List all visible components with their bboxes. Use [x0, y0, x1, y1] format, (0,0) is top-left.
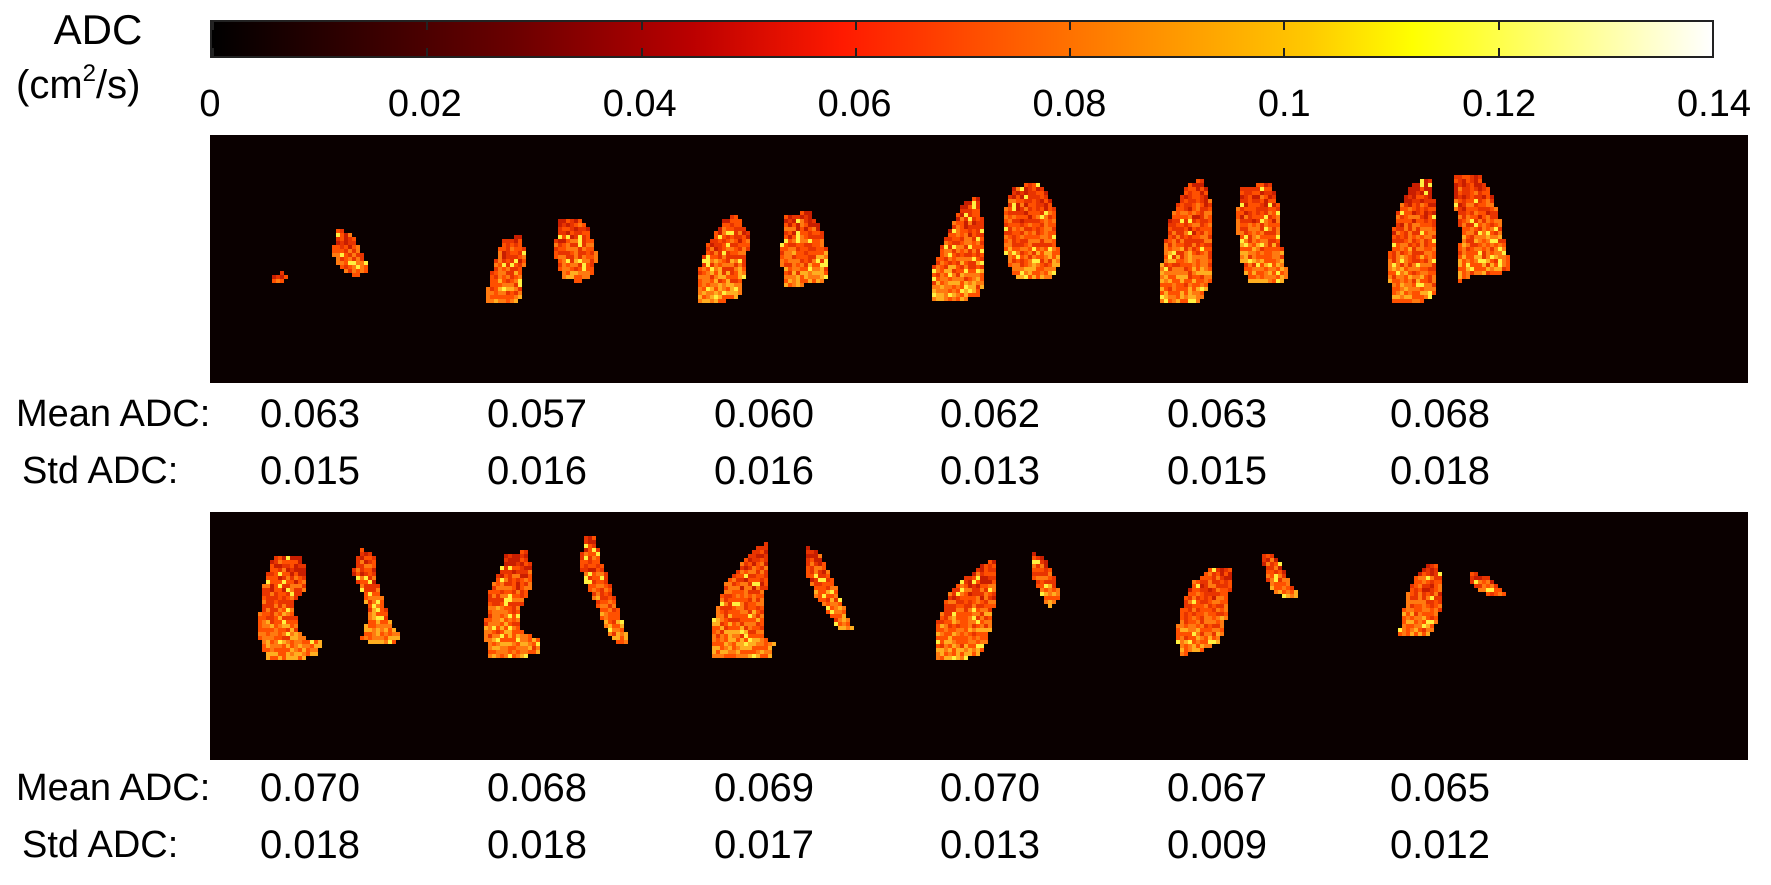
colorbar-tick-mark: [212, 22, 214, 30]
lung-left-slice-2: [554, 219, 598, 283]
lung-left-slice-10: [1032, 552, 1060, 608]
std-adc-value: 0.017: [713, 823, 815, 867]
std-adc-value: 0.012: [1389, 823, 1491, 867]
std-adc-value: 0.018: [259, 823, 361, 867]
std-adc-value: 0.016: [713, 449, 815, 493]
std-adc-label: Std ADC:: [22, 824, 179, 866]
lung-left-slice-8: [580, 536, 628, 644]
std-adc-value: 0.009: [1166, 823, 1268, 867]
colorbar-title: ADC: [53, 6, 143, 53]
colorbar-tick-mark: [854, 22, 857, 30]
mean-adc-value: 0.063: [259, 392, 361, 436]
mean-adc-value: 0.067: [1166, 766, 1268, 810]
colorbar-tick-label: 0.12: [1462, 83, 1537, 125]
std-adc-value: 0.015: [1166, 449, 1268, 493]
lung-right-slice-8: [484, 550, 540, 658]
colorbar-tick-mark: [854, 48, 857, 56]
colorbar-tick-mark: [212, 48, 214, 56]
colorbar-tick-label: 0.02: [387, 83, 462, 125]
mean-adc-value: 0.068: [486, 766, 588, 810]
colorbar-tick-label: 0.06: [817, 83, 892, 125]
lung-left-slice-6: [1454, 175, 1510, 283]
std-adc-value: 0.013: [939, 449, 1041, 493]
std-adc-value: 0.018: [1389, 449, 1491, 493]
mean-adc-label: Mean ADC:: [16, 767, 211, 809]
lung-right-slice-7: [258, 556, 322, 660]
colorbar-units: (cm2/s): [16, 62, 140, 108]
mean-adc-value: 0.062: [939, 392, 1041, 436]
std-adc-value: 0.013: [939, 823, 1041, 867]
lung-left-slice-1: [332, 229, 368, 277]
lung-right-slice-12: [1398, 564, 1442, 636]
std-adc-value: 0.015: [259, 449, 361, 493]
mean-adc-value: 0.057: [486, 392, 588, 436]
lung-right-slice-5: [1160, 179, 1212, 303]
lung-left-slice-9: [806, 546, 854, 630]
std-adc-label: Std ADC:: [22, 450, 179, 492]
lung-right-slice-10: [936, 560, 996, 660]
mean-adc-value: 0.069: [713, 766, 815, 810]
colorbar-tick-mark: [1497, 22, 1500, 30]
colorbar-tick-mark: [1069, 22, 1072, 30]
colorbar-tick-mark: [1712, 48, 1714, 56]
lung-right-slice-2: [486, 235, 526, 303]
mean-adc-value: 0.065: [1389, 766, 1491, 810]
colorbar-tick-mark: [1283, 48, 1286, 56]
colorbar-tick-label: 0.1: [1257, 83, 1311, 125]
lung-left-slice-5: [1236, 183, 1288, 283]
colorbar-tick-label: 0.14: [1677, 83, 1751, 125]
mean-adc-value: 0.070: [939, 766, 1041, 810]
std-adc-value: 0.016: [486, 449, 588, 493]
std-adc-value: 0.018: [486, 823, 588, 867]
colorbar-tick-mark: [640, 48, 643, 56]
colorbar-tick-mark: [1283, 22, 1286, 30]
lung-left-slice-12: [1470, 572, 1506, 596]
lung-left-slice-4: [1004, 183, 1060, 279]
colorbar-tick-label: 0.08: [1032, 83, 1107, 125]
lung-slices-panel-bottom: [210, 512, 1748, 760]
lung-right-slice-1: [272, 271, 288, 283]
lung-right-slice-6: [1388, 179, 1436, 303]
colorbar-tick-mark: [426, 48, 429, 56]
lung-left-slice-3: [780, 211, 828, 287]
lung-right-slice-4: [932, 197, 984, 301]
lung-slices-image-top: [272, 175, 1510, 303]
lung-left-slice-11: [1262, 554, 1298, 598]
units-prefix: (cm: [16, 63, 83, 107]
colorbar-tick-label: 0: [199, 83, 221, 125]
colorbar-tick-mark: [1712, 22, 1714, 30]
mean-adc-value: 0.068: [1389, 392, 1491, 436]
lung-right-slice-9: [712, 542, 776, 658]
colorbar: [210, 20, 1714, 58]
lung-left-slice-7: [352, 548, 400, 644]
colorbar-tick-mark: [1069, 48, 1072, 56]
colorbar-tick-mark: [1497, 48, 1500, 56]
lung-slices-image-bottom: [258, 536, 1506, 660]
mean-adc-value: 0.060: [713, 392, 815, 436]
units-superscript: 2: [82, 60, 96, 87]
colorbar-tick-mark: [640, 22, 643, 30]
colorbar-tick-mark: [426, 22, 429, 30]
mean-adc-label: Mean ADC:: [16, 393, 211, 435]
colorbar-tick-label: 0.04: [602, 83, 677, 125]
lung-right-slice-3: [698, 215, 750, 303]
mean-adc-value: 0.063: [1166, 392, 1268, 436]
mean-adc-value: 0.070: [259, 766, 361, 810]
lung-right-slice-11: [1176, 568, 1232, 656]
lung-slices-panel-top: [210, 135, 1748, 383]
units-suffix: /s): [96, 63, 141, 107]
